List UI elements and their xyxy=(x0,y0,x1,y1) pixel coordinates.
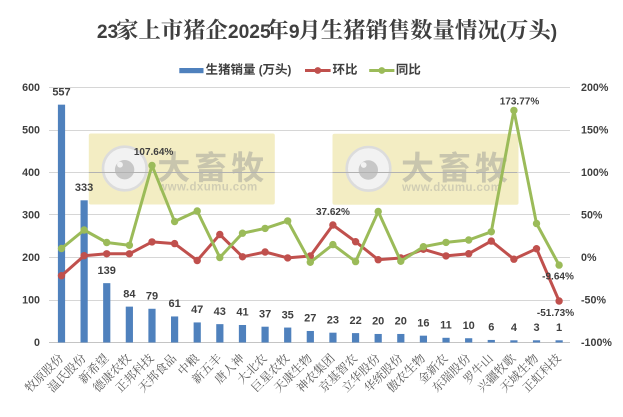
svg-text:600: 600 xyxy=(22,82,40,94)
svg-text:-100%: -100% xyxy=(581,337,612,349)
svg-text:333: 333 xyxy=(75,182,93,194)
svg-text:557: 557 xyxy=(52,86,70,98)
svg-text:84: 84 xyxy=(123,288,136,300)
svg-text:139: 139 xyxy=(98,265,116,277)
svg-text:27: 27 xyxy=(304,313,316,325)
svg-text:23: 23 xyxy=(327,314,339,326)
svg-text:37: 37 xyxy=(259,308,271,320)
svg-text:0%: 0% xyxy=(581,252,597,264)
svg-text:400: 400 xyxy=(22,167,40,179)
svg-text:(: ( xyxy=(500,22,507,43)
svg-text:10: 10 xyxy=(463,320,475,332)
svg-text:23: 23 xyxy=(97,22,119,43)
svg-text:-51.73%: -51.73% xyxy=(537,308,574,319)
svg-text:20: 20 xyxy=(395,316,407,328)
svg-text:50%: 50% xyxy=(581,209,603,221)
svg-text:6: 6 xyxy=(488,322,494,334)
svg-text:200: 200 xyxy=(22,252,40,264)
svg-text:0: 0 xyxy=(34,337,40,349)
svg-text:(: ( xyxy=(256,65,263,77)
svg-text:): ) xyxy=(551,22,557,43)
svg-text:61: 61 xyxy=(168,298,180,310)
svg-text:2025: 2025 xyxy=(228,22,271,43)
svg-text:20: 20 xyxy=(372,316,384,328)
svg-text:11: 11 xyxy=(440,320,452,332)
svg-text:173.77%: 173.77% xyxy=(500,97,540,108)
svg-text:16: 16 xyxy=(417,317,429,329)
svg-text:500: 500 xyxy=(22,124,40,136)
svg-text:9: 9 xyxy=(289,22,300,43)
svg-text:43: 43 xyxy=(214,306,226,318)
svg-text:100: 100 xyxy=(22,294,40,306)
svg-text:-9.64%: -9.64% xyxy=(542,272,574,283)
svg-text:22: 22 xyxy=(349,315,361,327)
svg-text:150%: 150% xyxy=(581,124,609,136)
svg-text:35: 35 xyxy=(282,309,294,321)
svg-text:100%: 100% xyxy=(581,167,609,179)
svg-text:47: 47 xyxy=(191,304,203,316)
svg-text:4: 4 xyxy=(511,322,518,334)
svg-text:300: 300 xyxy=(22,209,40,221)
svg-text:37.62%: 37.62% xyxy=(316,207,350,218)
svg-text:79: 79 xyxy=(146,291,158,303)
svg-text:): ) xyxy=(288,65,292,77)
svg-text:www.dxumu.com: www.dxumu.com xyxy=(401,182,501,194)
svg-text:-50%: -50% xyxy=(581,294,606,306)
svg-text:1: 1 xyxy=(556,322,562,334)
svg-text:200%: 200% xyxy=(581,82,609,94)
svg-text:3: 3 xyxy=(533,322,539,334)
svg-text:www.dxumu.com: www.dxumu.com xyxy=(157,182,257,194)
svg-text:107.64%: 107.64% xyxy=(134,147,174,158)
svg-text:41: 41 xyxy=(236,307,248,319)
